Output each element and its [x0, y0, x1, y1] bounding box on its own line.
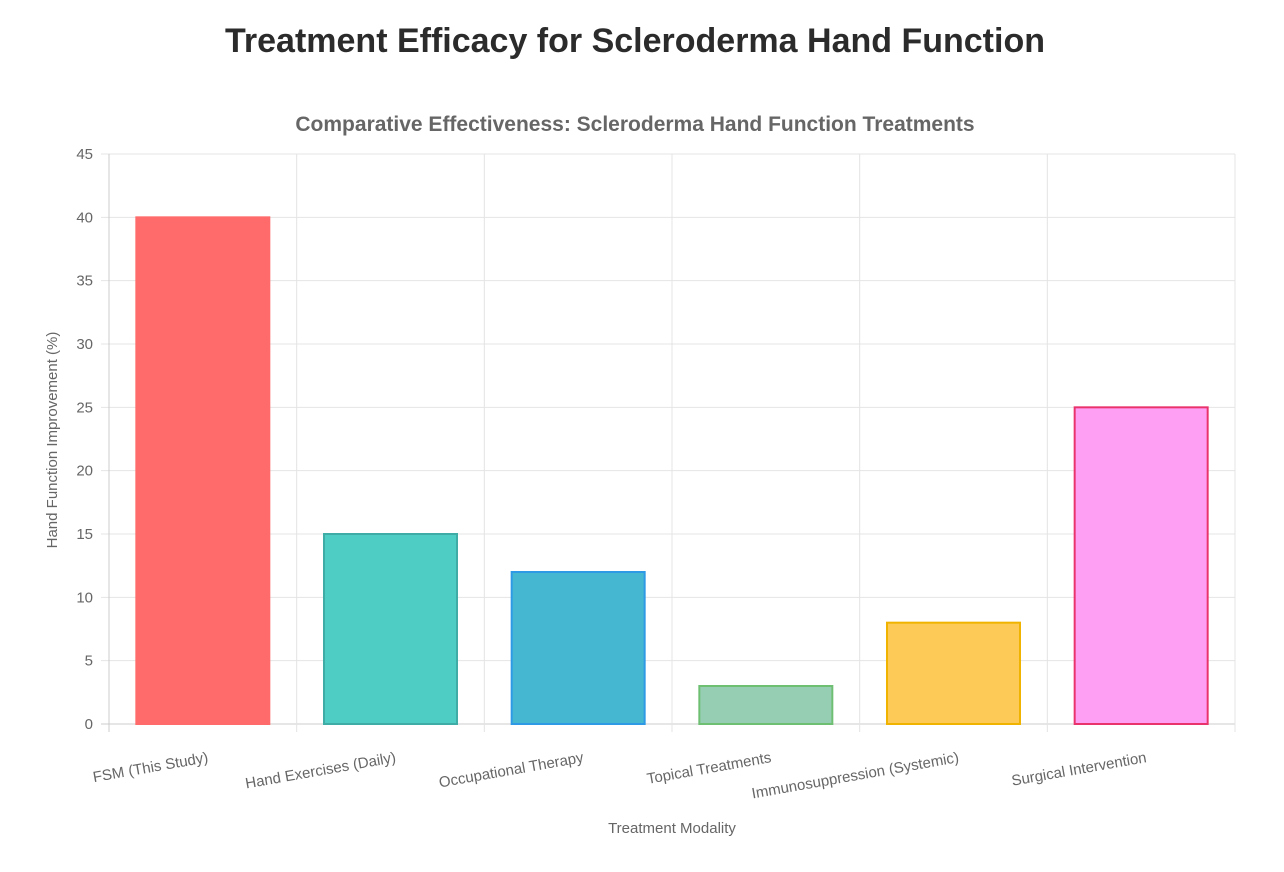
y-tick-label: 20	[76, 463, 93, 480]
bar-4	[886, 621, 1021, 726]
bar-1	[323, 533, 458, 725]
bar-0	[135, 216, 271, 725]
y-tick-label: 35	[76, 273, 93, 290]
y-tick-label: 25	[76, 399, 93, 416]
y-axis-title: Hand Function Improvement (%)	[44, 332, 61, 549]
y-tick-label: 5	[85, 653, 93, 670]
x-tick-label: Immunosuppression (Systemic)	[750, 749, 960, 802]
x-axis-title: Treatment Modality	[608, 820, 736, 837]
y-tick-label: 0	[85, 716, 93, 733]
x-tick-label: Hand Exercises (Daily)	[244, 749, 397, 792]
bar-3	[698, 685, 834, 725]
x-tick-label: Surgical Intervention	[1010, 749, 1148, 789]
chart-title: Comparative Effectiveness: Scleroderma H…	[295, 113, 974, 136]
y-tick-label: 45	[76, 146, 93, 163]
grid-lines	[101, 153, 1236, 732]
bar-5	[1073, 406, 1209, 725]
x-tick-label: Topical Treatments	[646, 749, 773, 788]
y-tick-label: 40	[76, 209, 93, 226]
bar-2	[510, 571, 646, 725]
bars	[135, 216, 1209, 726]
x-tick-label: FSM (This Study)	[92, 749, 210, 786]
page-title: Treatment Efficacy for Scleroderma Hand …	[225, 22, 1045, 60]
y-tick-label: 30	[76, 336, 93, 353]
x-tick-label: Occupational Therapy	[438, 749, 586, 791]
y-tick-label: 15	[76, 526, 93, 543]
y-tick-label: 10	[76, 589, 93, 606]
